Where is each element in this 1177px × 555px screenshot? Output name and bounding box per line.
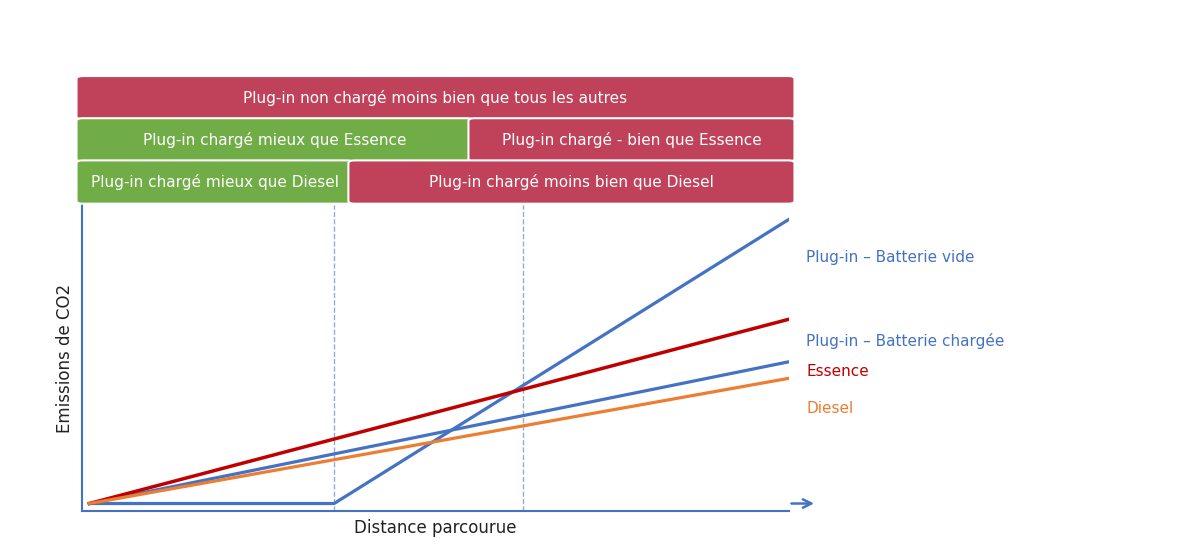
Text: Plug-in – Batterie chargée: Plug-in – Batterie chargée <box>806 333 1005 349</box>
Text: Diesel: Diesel <box>806 401 853 416</box>
X-axis label: Distance parcourue: Distance parcourue <box>354 519 517 537</box>
Text: Plug-in chargé - bien que Essence: Plug-in chargé - bien que Essence <box>501 132 762 148</box>
Text: Plug-in – Batterie vide: Plug-in – Batterie vide <box>806 250 975 265</box>
Text: Plug-in non chargé moins bien que tous les autres: Plug-in non chargé moins bien que tous l… <box>244 90 627 105</box>
Y-axis label: Emissions de CO2: Emissions de CO2 <box>56 284 74 432</box>
Text: Plug-in chargé mieux que Essence: Plug-in chargé mieux que Essence <box>144 132 406 148</box>
Text: Plug-in chargé mieux que Diesel: Plug-in chargé mieux que Diesel <box>91 174 339 190</box>
Text: Plug-in chargé moins bien que Diesel: Plug-in chargé moins bien que Diesel <box>428 174 714 190</box>
Text: Essence: Essence <box>806 364 869 379</box>
